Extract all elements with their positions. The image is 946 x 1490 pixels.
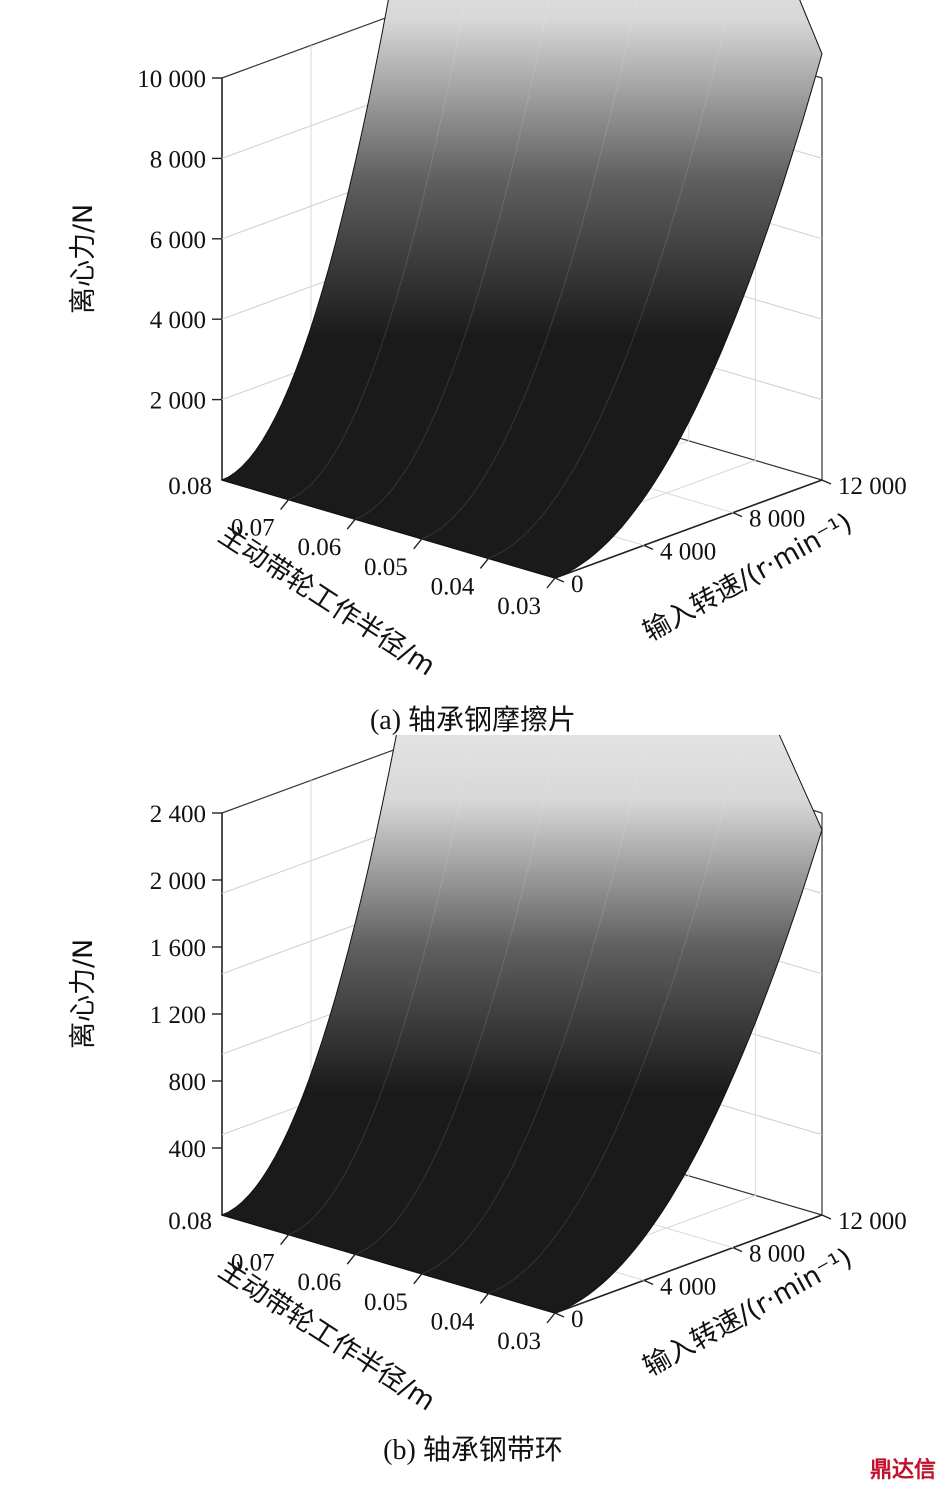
z-tick-label: 2 400	[150, 801, 206, 828]
chart-b: 400 800 1 200 1 600 2 000 2 400 0.08 0.07 0.06 0.…	[68, 735, 907, 1417]
y-axis-line	[554, 479, 823, 579]
y-tick-mark	[643, 544, 654, 550]
x-tick-label: 0.08	[168, 473, 212, 500]
x-tick-label: 0.05	[364, 1289, 408, 1316]
z-tick-label: 1 200	[150, 1002, 206, 1029]
y-tick-mark	[821, 1214, 832, 1220]
y-tick-mark	[732, 1247, 743, 1253]
z-tick-label: 10 000	[137, 66, 206, 93]
x-tick-label: 0.04	[431, 1308, 475, 1335]
watermark-logo: 鼎达信	[869, 1458, 936, 1483]
z-tick-label: 800	[169, 1069, 207, 1096]
surface	[220, 0, 823, 579]
caption-a: (a) 轴承钢摩擦片	[369, 705, 577, 736]
surface-mesh-line	[488, 0, 732, 559]
x-tick-mark	[479, 1292, 489, 1304]
y-tick-label: 4 000	[660, 1273, 716, 1300]
x-tick-mark	[413, 538, 423, 550]
y-tick-mark	[732, 512, 743, 518]
z-tick-label: 2 000	[150, 388, 206, 415]
y-tick-label: 8 000	[749, 506, 805, 533]
surface-mesh-line	[488, 735, 743, 1294]
z-tick-label: 4 000	[150, 307, 206, 334]
z-tick-label: 8 000	[150, 146, 206, 173]
x-tick-mark	[479, 557, 489, 569]
z-tick-label: 1 600	[150, 935, 206, 962]
z-axis-title: 离心力/N	[68, 939, 99, 1049]
y-tick-label: 0	[571, 571, 584, 598]
x-tick-mark	[546, 1312, 556, 1324]
y-tick-mark	[643, 1279, 654, 1285]
surface-mesh-line	[355, 735, 559, 1255]
x-tick-label: 0.03	[497, 593, 541, 620]
x-tick-mark	[346, 518, 356, 530]
y-tick-mark	[554, 577, 565, 583]
x-tick-mark	[280, 1234, 290, 1246]
x-tick-mark	[346, 1253, 356, 1265]
z-tick-label: 6 000	[150, 227, 206, 254]
surface-mesh-line	[421, 735, 648, 1275]
x-tick-label: 0.03	[497, 1328, 541, 1355]
chart-a: 2 000 4 000 6 000 8 000 10 000 0.08 0.07 0.06 0.…	[68, 0, 907, 682]
y-tick-label: 12 000	[838, 473, 907, 500]
x-tick-label: 0.07	[231, 515, 275, 542]
z-tick-label: 2 000	[150, 868, 206, 895]
x-tick-label: 0.04	[431, 573, 475, 600]
x-tick-label: 0.06	[297, 534, 341, 561]
x-tick-label: 0.06	[297, 1269, 341, 1296]
y-axis-title: 输入转速/(r·min⁻¹)	[638, 507, 858, 647]
caption-b: (b) 轴承钢带环	[383, 1435, 563, 1466]
surface-mesh-line	[354, 0, 550, 520]
surface-mesh-line	[421, 0, 638, 540]
z-tick-label: 400	[169, 1136, 207, 1163]
y-tick-label: 8 000	[749, 1241, 805, 1268]
y-tick-label: 0	[571, 1306, 584, 1333]
y-axis-line	[554, 1214, 823, 1314]
surface-mesh-line	[288, 0, 466, 501]
x-tick-mark	[413, 1273, 423, 1285]
x-tick-mark	[280, 499, 290, 511]
y-tick-label: 4 000	[660, 538, 716, 565]
y-tick-mark	[821, 479, 832, 485]
x-tick-label: 0.05	[364, 554, 408, 581]
z-axis-title: 离心力/N	[68, 204, 99, 314]
surface	[220, 735, 823, 1314]
surface-mesh-line	[288, 735, 475, 1236]
y-axis-title: 输入转速/(r·min⁻¹)	[638, 1242, 858, 1382]
y-tick-mark	[554, 1312, 565, 1318]
y-tick-label: 12 000	[838, 1208, 907, 1235]
x-tick-label: 0.08	[168, 1208, 212, 1235]
x-tick-label: 0.07	[231, 1250, 275, 1277]
x-tick-mark	[546, 577, 556, 589]
